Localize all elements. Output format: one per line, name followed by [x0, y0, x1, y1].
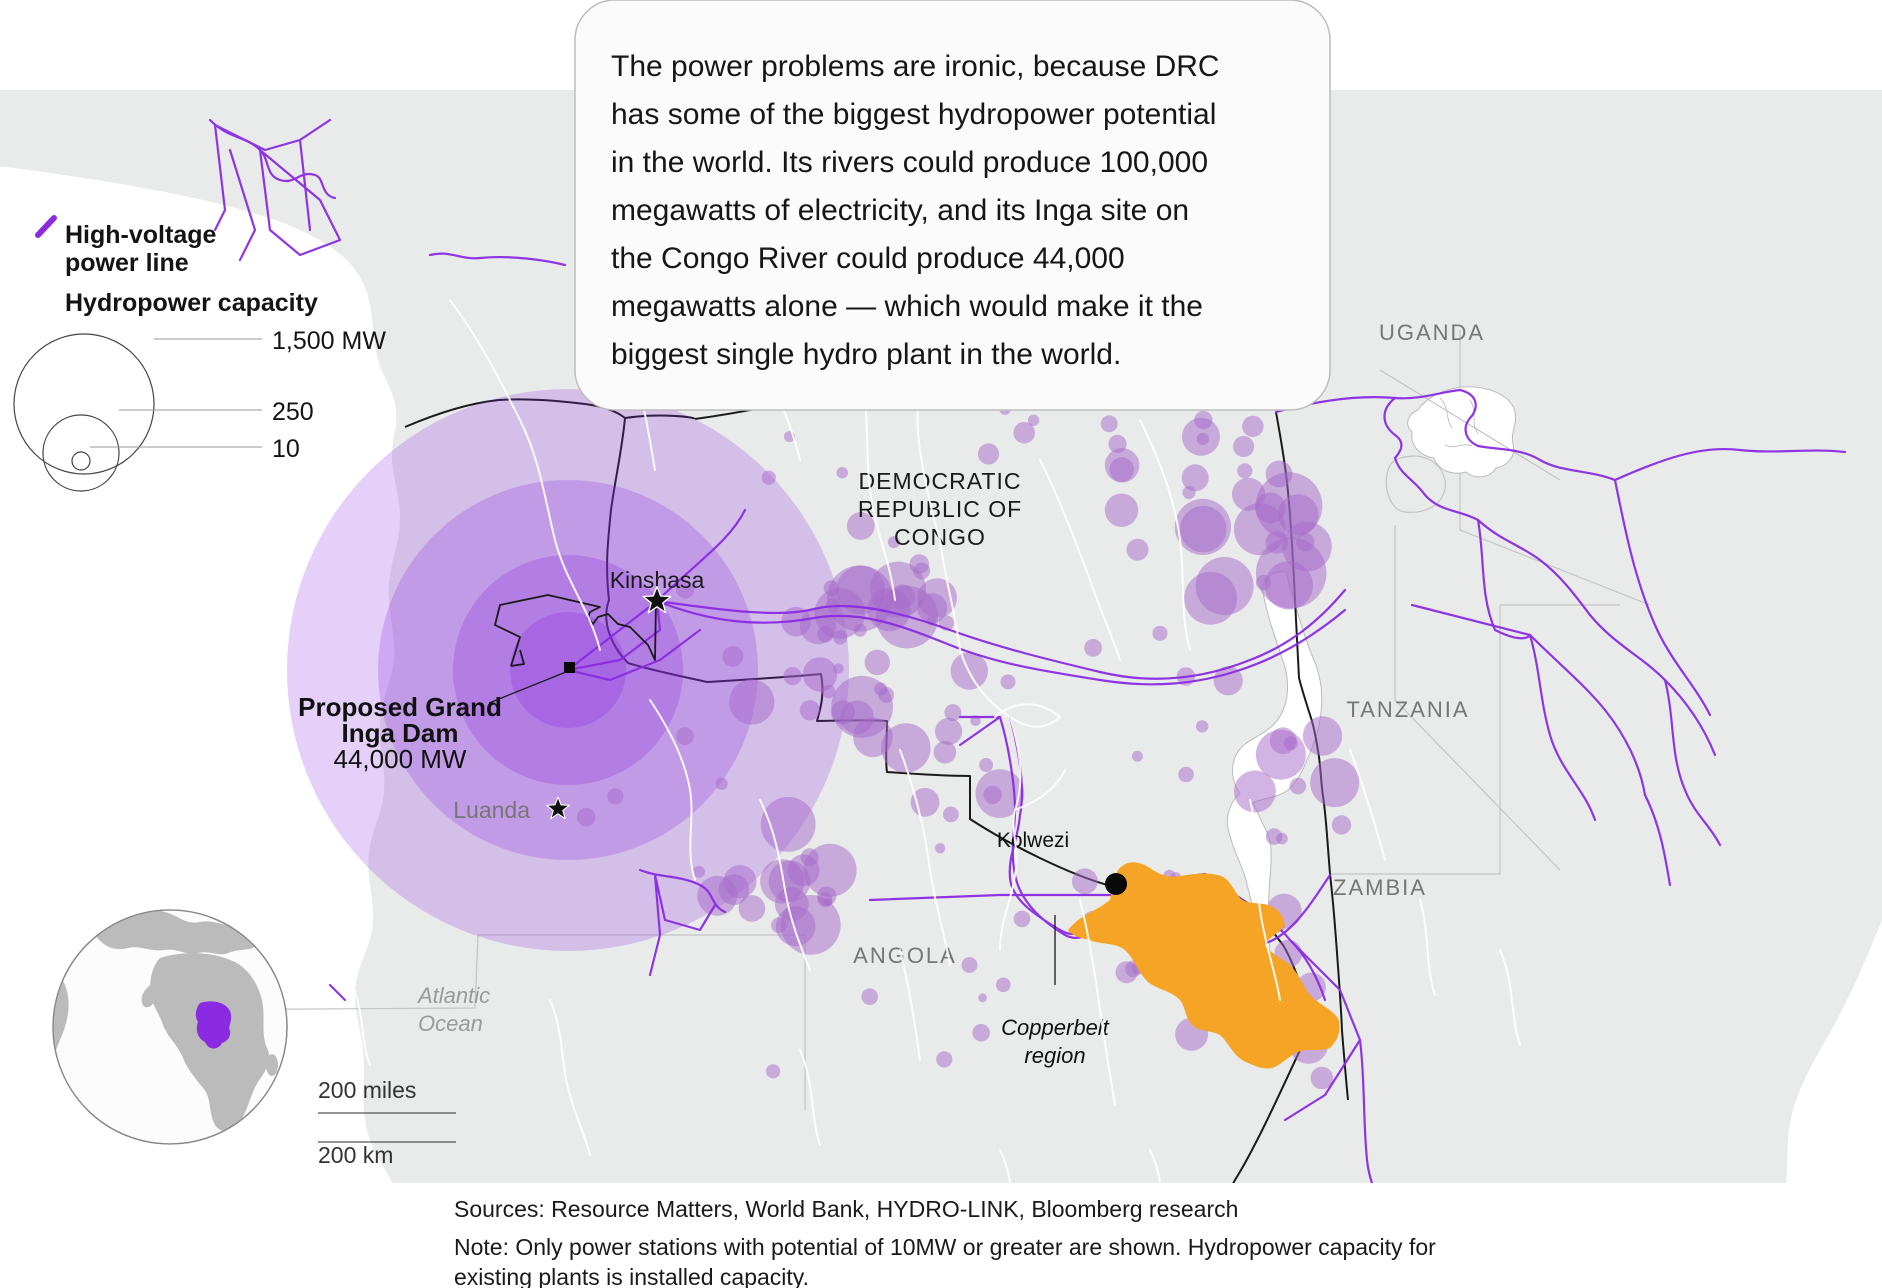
- svg-text:ANGOLA: ANGOLA: [853, 943, 957, 968]
- svg-text:The power problems are ironic,: The power problems are ironic, because D…: [611, 50, 1220, 83]
- svg-text:Luanda: Luanda: [453, 797, 530, 823]
- svg-text:10: 10: [272, 435, 300, 463]
- svg-text:megawatts of electricity, and: megawatts of electricity, and its Inga s…: [611, 194, 1189, 227]
- svg-text:the Congo River could produce: the Congo River could produce 44,000: [611, 242, 1125, 275]
- svg-text:UGANDA: UGANDA: [1379, 320, 1485, 345]
- svg-text:Atlantic: Atlantic: [416, 983, 490, 1008]
- svg-text:44,000 MW: 44,000 MW: [334, 744, 467, 774]
- svg-text:has some of the biggest hydrop: has some of the biggest hydropower poten…: [611, 98, 1216, 131]
- svg-text:Hydropower capacity: Hydropower capacity: [65, 289, 318, 317]
- svg-text:Copperbelt: Copperbelt: [1001, 1015, 1110, 1040]
- svg-text:1,500 MW: 1,500 MW: [272, 327, 386, 355]
- svg-text:power line: power line: [65, 249, 189, 277]
- svg-text:REPUBLIC OF: REPUBLIC OF: [858, 496, 1022, 522]
- svg-text:High-voltage: High-voltage: [65, 221, 216, 249]
- svg-text:DEMOCRATIC: DEMOCRATIC: [859, 468, 1022, 494]
- svg-text:Kolwezi: Kolwezi: [997, 829, 1069, 852]
- svg-text:200 miles: 200 miles: [318, 1077, 416, 1103]
- svg-text:in the world. Its rivers could: in the world. Its rivers could produce 1…: [611, 146, 1208, 179]
- svg-text:megawatts alone — which would: megawatts alone — which would make it th…: [611, 290, 1203, 323]
- svg-text:ZAMBIA: ZAMBIA: [1333, 875, 1427, 900]
- svg-text:region: region: [1024, 1043, 1085, 1068]
- svg-text:200 km: 200 km: [318, 1142, 393, 1168]
- svg-text:biggest single hydro plant in: biggest single hydro plant in the world.: [611, 338, 1121, 371]
- svg-text:Ocean: Ocean: [418, 1011, 483, 1036]
- svg-text:250: 250: [272, 398, 314, 426]
- svg-text:TANZANIA: TANZANIA: [1346, 697, 1469, 722]
